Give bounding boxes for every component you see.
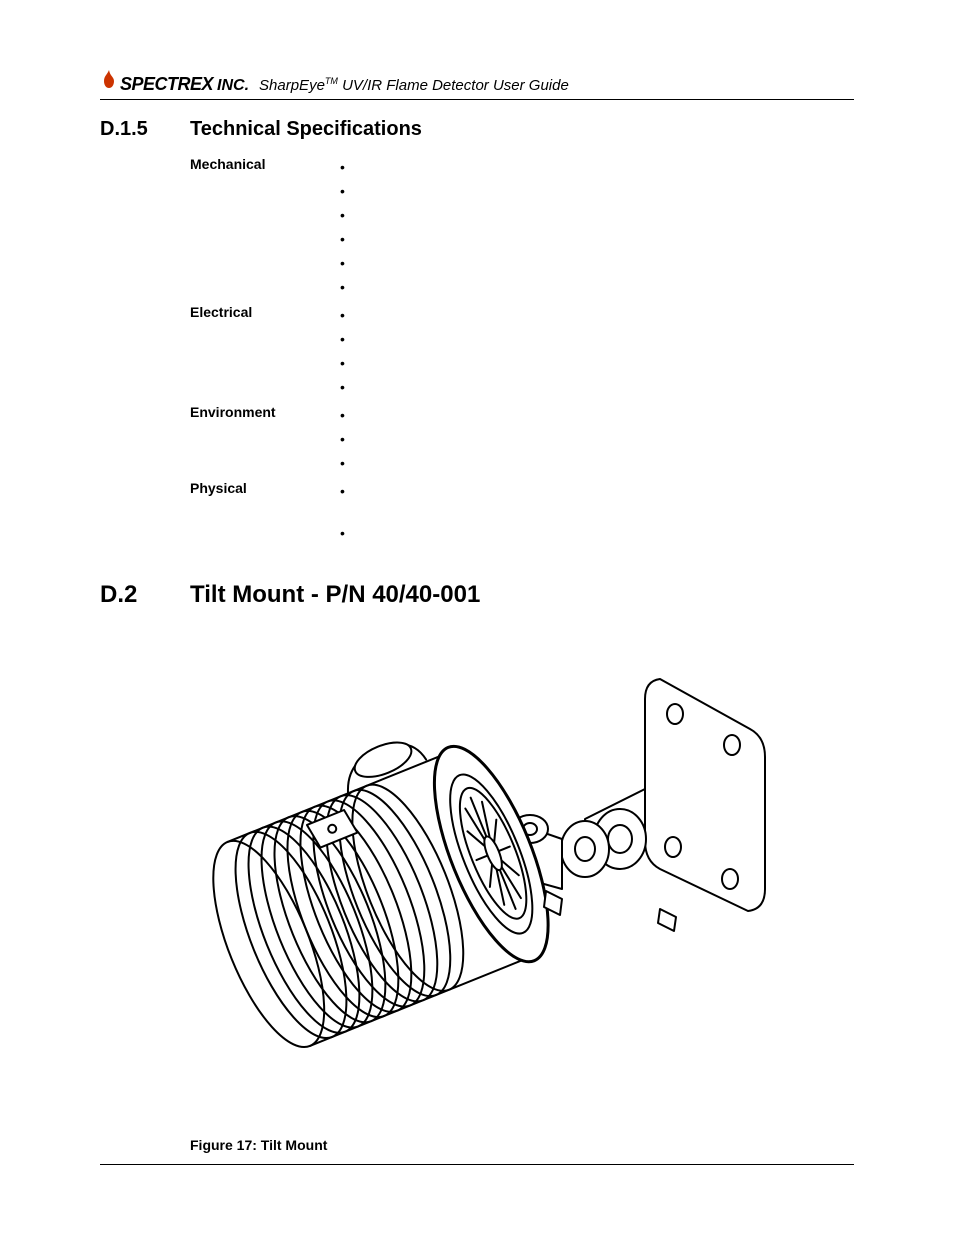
bullet-icon: • <box>340 203 345 227</box>
bullet-icon: • <box>340 375 345 399</box>
spec-row: Electrical•••• <box>190 303 854 399</box>
flame-icon <box>100 70 118 95</box>
spec-bullets: •• <box>340 479 345 545</box>
spec-label: Electrical <box>190 303 340 399</box>
bullet-icon: • <box>340 155 345 179</box>
section-number: D.1.5 <box>100 118 190 141</box>
bullet-icon: • <box>340 351 345 375</box>
bullet-icon: • <box>340 451 345 475</box>
doc-title-rest: UV/IR Flame Detector User Guide <box>338 77 569 94</box>
spec-row: Mechanical•••••• <box>190 155 854 299</box>
bullet-icon: • <box>340 303 345 327</box>
doc-title: SharpEyeTM UV/IR Flame Detector User Gui… <box>259 76 569 94</box>
spec-row: Physical•• <box>190 479 854 545</box>
spec-label: Physical <box>190 479 340 545</box>
spec-bullets: ••• <box>340 403 345 475</box>
bullet-icon: • <box>340 227 345 251</box>
bullet-icon: • <box>340 275 345 299</box>
bullet-icon: • <box>340 427 345 451</box>
doc-title-tm: TM <box>325 76 338 86</box>
spec-table: Mechanical••••••Electrical••••Environmen… <box>190 155 854 545</box>
spec-bullets: •••••• <box>340 155 345 299</box>
spec-label: Environment <box>190 403 340 475</box>
brand-suffix: INC. <box>217 77 249 95</box>
brand-logo: SPECTREX INC. <box>100 70 249 95</box>
spec-label: Mechanical <box>190 155 340 299</box>
doc-title-prefix: SharpEye <box>259 77 325 94</box>
section-heading: D.1.5 Technical Specifications <box>100 118 854 141</box>
bullet-icon: • <box>340 251 345 275</box>
bullet-icon: • <box>340 521 345 545</box>
figure-caption: Figure 17: Tilt Mount <box>190 1137 854 1153</box>
section-title: Tilt Mount - P/N 40/40-001 <box>190 581 480 609</box>
bullet-icon: • <box>340 327 345 351</box>
section-title: Technical Specifications <box>190 118 422 141</box>
brand-name: SPECTREX <box>120 74 213 95</box>
bullet-icon: • <box>340 403 345 427</box>
bullet-icon: • <box>340 179 345 203</box>
bullet-icon: • <box>340 479 345 503</box>
figure: Figure 17: Tilt Mount <box>190 639 854 1153</box>
tilt-mount-illustration <box>190 639 770 1119</box>
section-heading: D.2 Tilt Mount - P/N 40/40-001 <box>100 581 854 609</box>
spec-bullets: •••• <box>340 303 345 399</box>
footer-rule <box>100 1164 854 1165</box>
section-number: D.2 <box>100 581 190 609</box>
page-header: SPECTREX INC. SharpEyeTM UV/IR Flame Det… <box>100 70 854 100</box>
spec-row: Environment••• <box>190 403 854 475</box>
